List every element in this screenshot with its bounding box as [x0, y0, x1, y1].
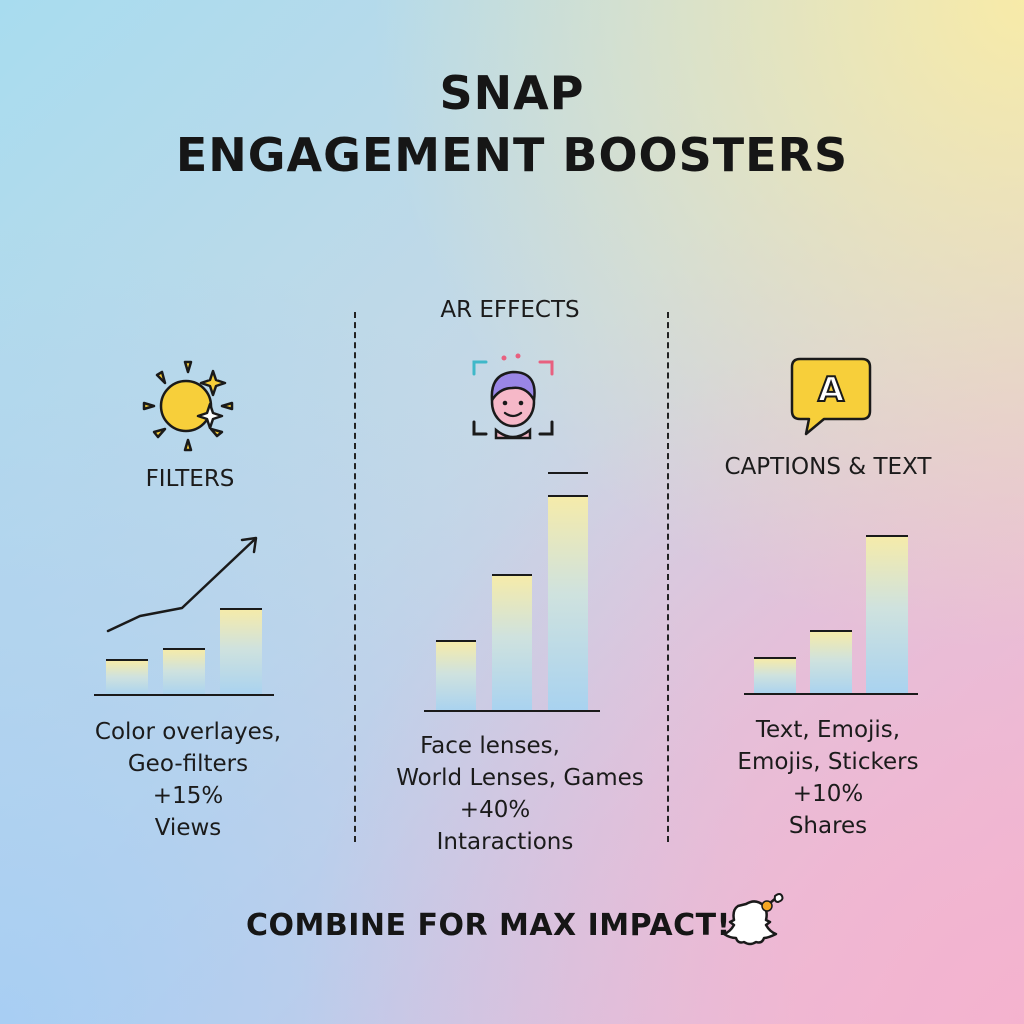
caption-line: Face lenses, [420, 733, 560, 759]
bar-cap-line [548, 472, 588, 474]
filters-bar-chart [94, 530, 274, 696]
trend-arrow-icon [106, 536, 258, 633]
column-divider-left [354, 312, 356, 842]
caption-line: Emojis, Stickers [737, 749, 919, 775]
caption-stat: +10% [792, 781, 864, 807]
ar-effects-bar-chart [424, 462, 600, 712]
sun-icon [142, 360, 234, 452]
captions-bar-chart [744, 535, 918, 695]
speech-bubble-a-icon: A [790, 357, 872, 436]
caption-metric: Shares [788, 813, 868, 839]
ar-face-icon [472, 353, 554, 440]
caption-line: Text, Emojis, [755, 717, 901, 743]
caption-metric: Views [154, 815, 222, 841]
column-divider-right [667, 312, 669, 842]
bubble-letter: A [818, 370, 845, 410]
bar [492, 574, 532, 712]
bar [436, 640, 476, 712]
footer-text: COMBINE FOR MAX IMPACT! [246, 908, 731, 943]
bar [106, 659, 148, 696]
caption-stat: +15% [152, 783, 224, 809]
bar [810, 630, 852, 695]
column-label-ar-effects: AR EFFECTS [440, 297, 580, 323]
column-label-filters: FILTERS [145, 466, 235, 492]
bar [163, 648, 205, 696]
caption-filters: Color overlayes, Geo-filters +15% Views [70, 716, 306, 844]
caption-captions-text: Text, Emojis, Emojis, Stickers +10% Shar… [720, 714, 936, 842]
chart-baseline [424, 710, 600, 712]
bar [754, 657, 796, 695]
snapchat-ghost-icon [722, 893, 784, 946]
bar [866, 535, 908, 695]
chart-baseline [744, 693, 918, 695]
column-label-captions-text: CAPTIONS & TEXT [724, 454, 932, 480]
caption-line: Geo-filters [127, 751, 249, 777]
bar [548, 495, 588, 712]
title-line-2: ENGAGEMENT BOOSTERS [175, 128, 849, 182]
bar [220, 608, 262, 696]
caption-ar-effects: Face lenses, World Lenses, Games +40% In… [380, 730, 660, 858]
chart-baseline [94, 694, 274, 696]
caption-line: Color overlayes, [94, 719, 282, 745]
title-line-1: SNAP [439, 66, 585, 120]
caption-stat: +40% [459, 797, 531, 823]
caption-metric: Intaractions [436, 829, 574, 855]
caption-line: World Lenses, Games [396, 765, 644, 791]
